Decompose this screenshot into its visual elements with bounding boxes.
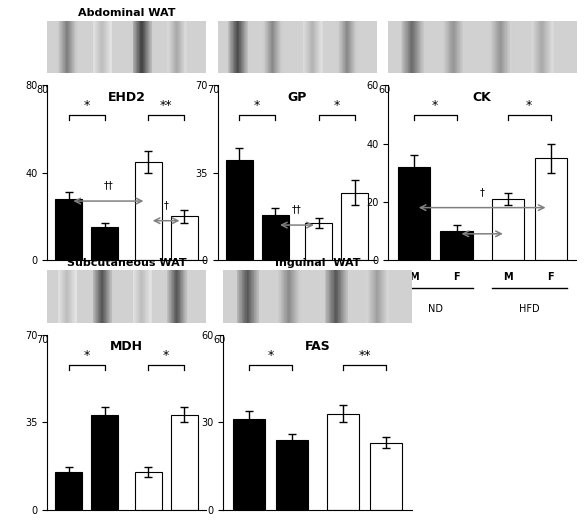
Bar [226, 160, 253, 260]
Text: *: * [432, 99, 438, 112]
Bar [327, 413, 359, 510]
Text: F: F [181, 272, 188, 282]
Text: GP: GP [288, 90, 306, 103]
Bar [171, 415, 198, 510]
Bar [91, 227, 118, 260]
Text: CK: CK [473, 90, 492, 103]
Bar [233, 420, 265, 510]
Text: HFD: HFD [519, 304, 540, 314]
Text: M: M [503, 272, 513, 282]
Text: *: * [268, 349, 273, 362]
Bar [492, 199, 524, 260]
Text: M: M [314, 272, 323, 282]
Text: M: M [64, 272, 74, 282]
Text: 70: 70 [207, 85, 219, 95]
Text: Abdominal WAT: Abdominal WAT [78, 8, 175, 18]
Bar [171, 216, 198, 260]
Text: F: F [547, 272, 554, 282]
Bar [135, 162, 162, 260]
Bar [55, 199, 82, 260]
Bar [534, 158, 567, 260]
Text: *: * [83, 99, 90, 112]
Text: Subcutaneous WAT: Subcutaneous WAT [66, 258, 186, 268]
Bar [305, 223, 332, 260]
Text: ††: †† [103, 180, 113, 191]
Text: *: * [254, 99, 260, 112]
Text: F: F [102, 272, 108, 282]
Bar [341, 192, 368, 260]
Bar [135, 472, 162, 510]
Bar [55, 472, 82, 510]
Bar [440, 231, 473, 260]
Text: *: * [163, 349, 169, 362]
Text: ND: ND [79, 304, 94, 314]
Text: *: * [526, 99, 532, 112]
Text: M: M [143, 272, 153, 282]
Text: **: ** [160, 99, 172, 112]
Text: *: * [333, 99, 340, 112]
Text: HFD: HFD [156, 304, 176, 314]
Text: *: * [83, 349, 90, 362]
Bar [370, 443, 402, 510]
Text: FAS: FAS [305, 340, 330, 353]
Bar [262, 215, 289, 260]
Text: F: F [352, 272, 358, 282]
Bar [276, 440, 308, 510]
Text: MDH: MDH [110, 340, 143, 353]
Text: †: † [480, 187, 485, 197]
Text: Inguinal  WAT: Inguinal WAT [275, 258, 360, 268]
Text: 80: 80 [36, 85, 49, 95]
Text: 70: 70 [36, 335, 49, 345]
Text: F: F [272, 272, 279, 282]
Text: †: † [163, 200, 169, 210]
Bar [91, 415, 118, 510]
Text: 60: 60 [213, 335, 226, 345]
Text: M: M [409, 272, 419, 282]
Text: ND: ND [250, 304, 265, 314]
Text: ††: †† [292, 204, 302, 215]
Text: F: F [453, 272, 460, 282]
Text: EHD2: EHD2 [108, 90, 145, 103]
Bar [397, 167, 430, 260]
Text: 60: 60 [378, 85, 390, 95]
Text: HFD: HFD [326, 304, 347, 314]
Text: **: ** [358, 349, 371, 362]
Text: M: M [235, 272, 244, 282]
Text: ND: ND [427, 304, 443, 314]
